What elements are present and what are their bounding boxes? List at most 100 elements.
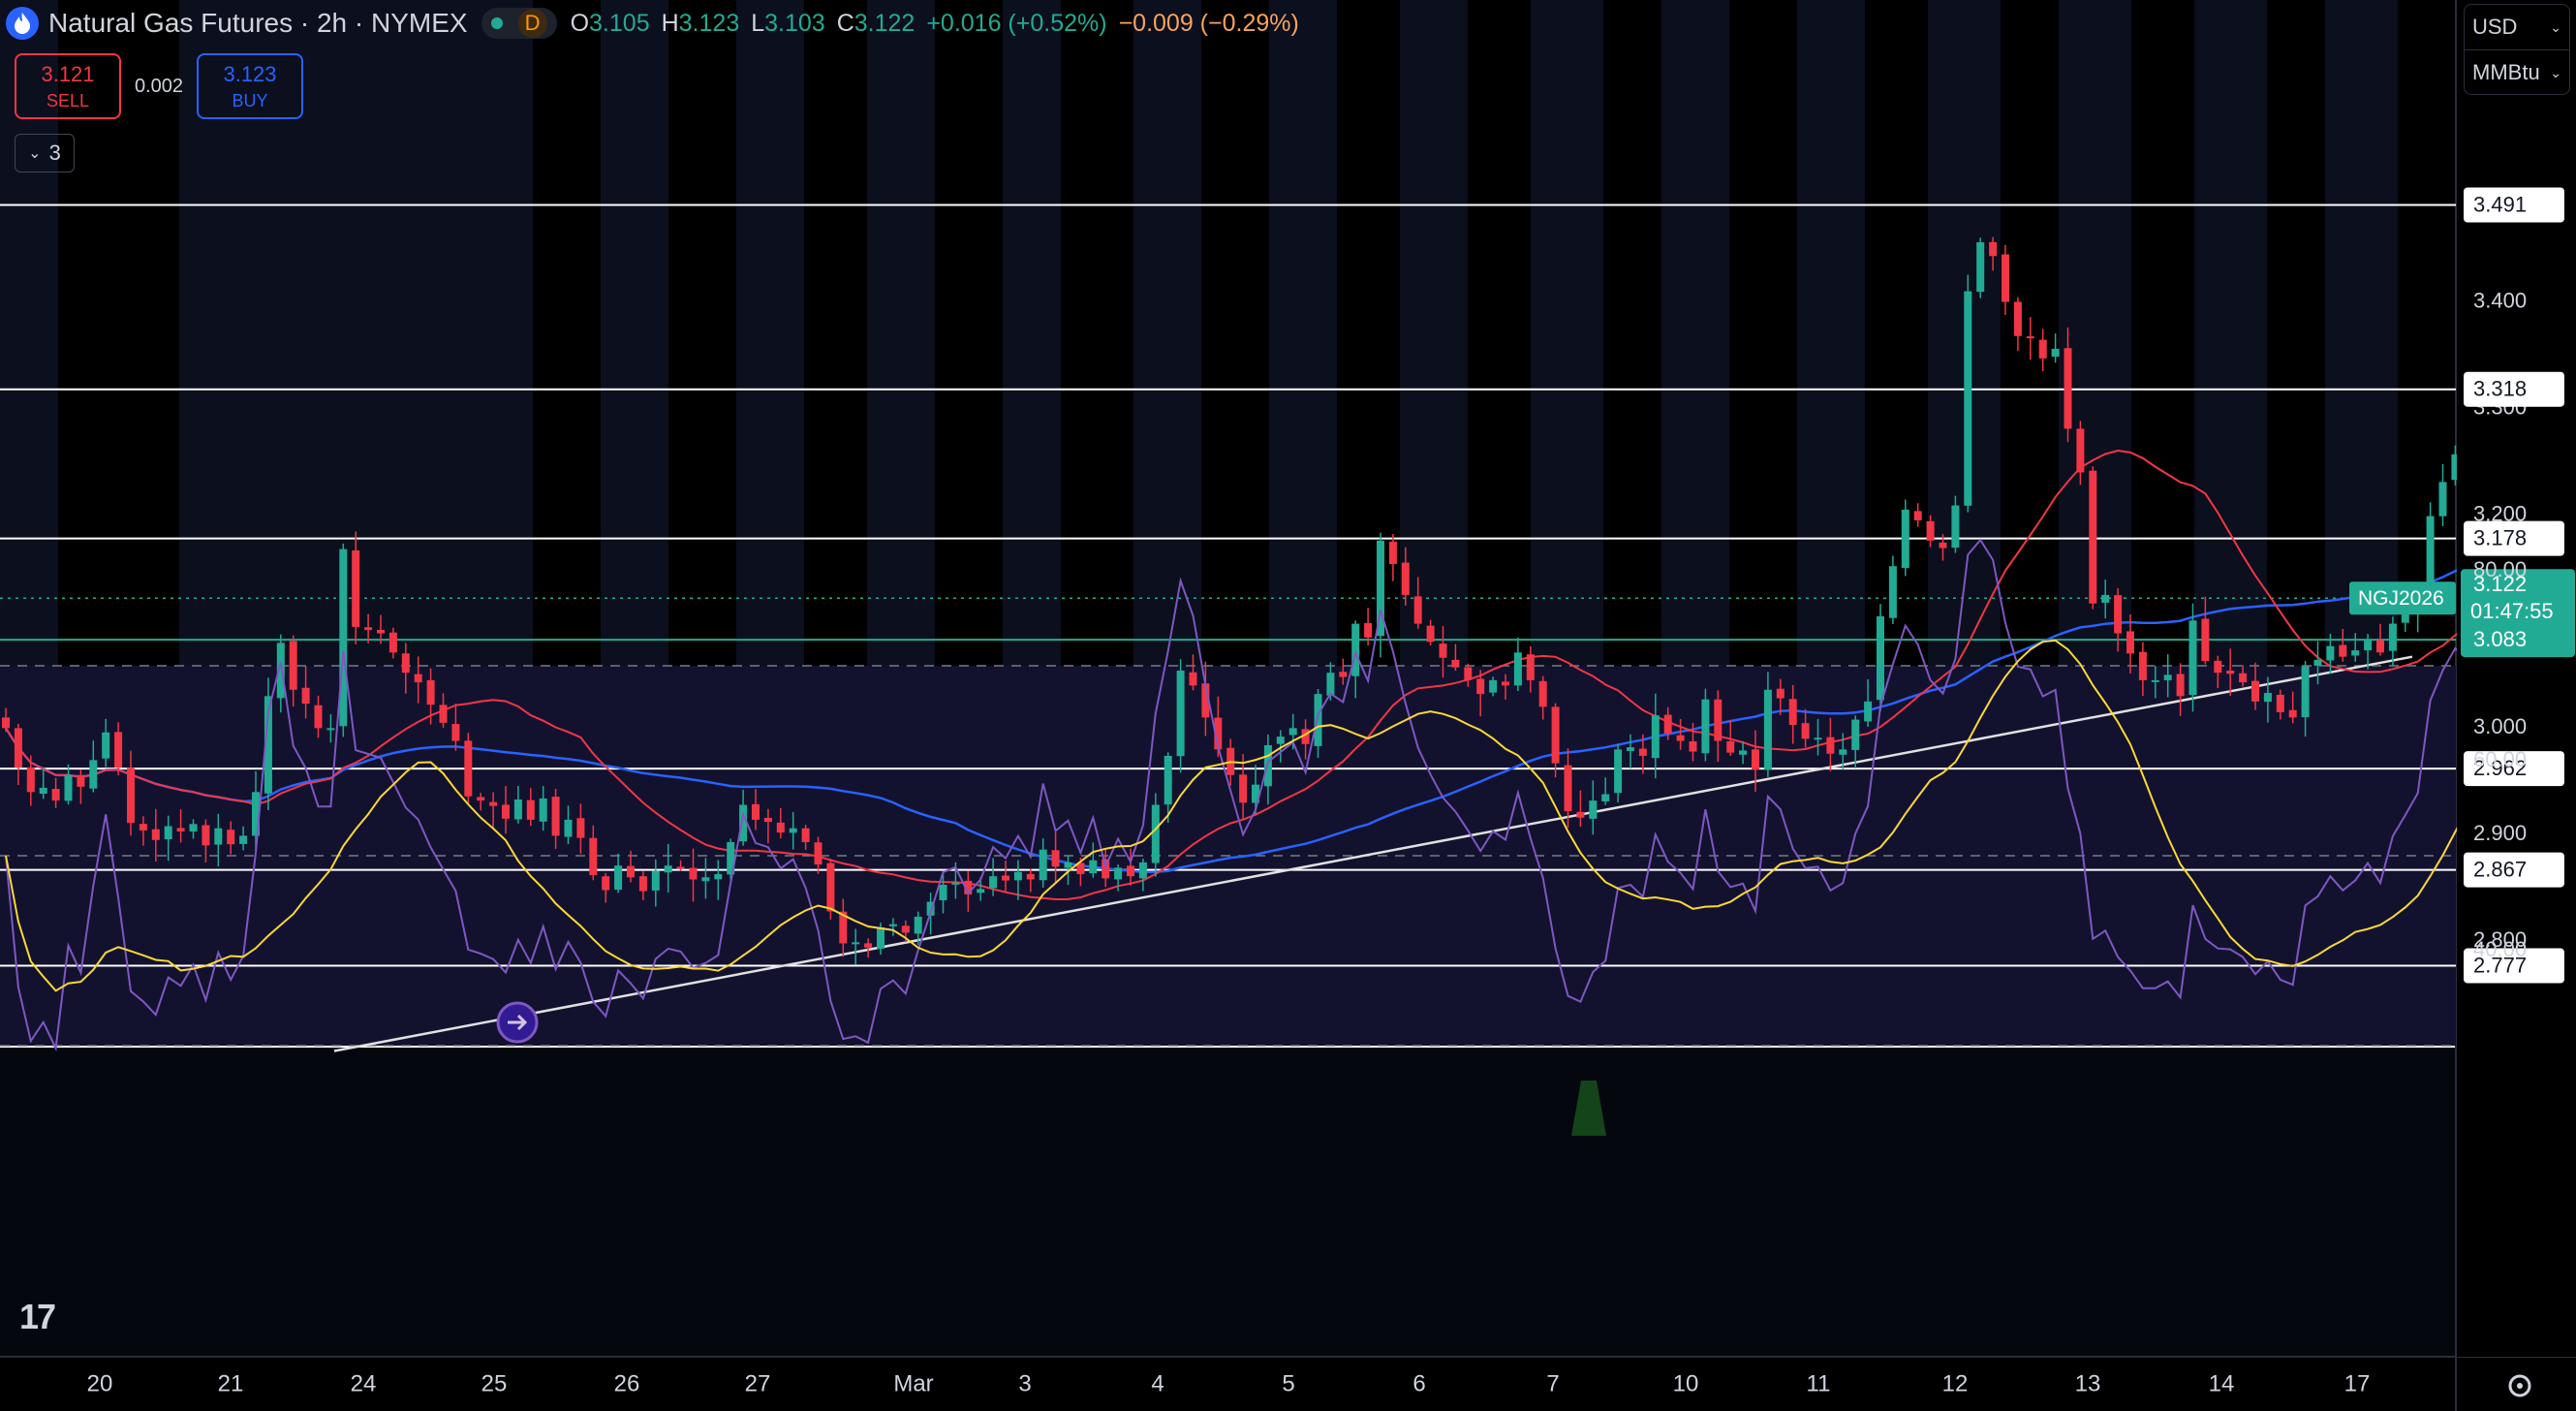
price-tick-label: 2.800 — [2473, 927, 2527, 952]
time-axis[interactable]: 20 21 24 25 26 27 Mar 3 4 5 6 7 10 11 12 13 14 17 — [87, 1370, 2531, 1397]
candle-body — [1401, 562, 1410, 595]
candle-body — [1538, 680, 1547, 707]
candle-body — [888, 924, 897, 926]
candle-body — [1752, 749, 1759, 770]
candle-body — [1526, 654, 1535, 680]
symbol-title[interactable]: Natural Gas Futures · 2h · NYMEX — [48, 8, 468, 38]
candle-body — [1638, 748, 1647, 756]
candle-body — [1326, 673, 1335, 696]
candle-body — [1888, 566, 1897, 618]
chevron-down-icon: ⌄ — [2550, 64, 2561, 80]
tradingview-logo[interactable]: 17 — [19, 1297, 56, 1336]
candle-body — [901, 925, 910, 933]
indicators-toggle-button[interactable]: ⌄ 3 — [15, 134, 75, 172]
time-tick-label: 27 — [745, 1370, 771, 1396]
buy-price: 3.123 — [223, 61, 277, 86]
candle-body — [1127, 865, 1134, 877]
candle-body — [964, 880, 973, 894]
candle-body — [489, 801, 498, 806]
candle-body — [2438, 482, 2447, 517]
candle-body — [1864, 701, 1873, 722]
candle-body — [151, 829, 160, 840]
candle-body — [2251, 680, 2259, 702]
rsi-background — [0, 1045, 2456, 1357]
candle-body — [2038, 339, 2047, 359]
level-label-box — [2464, 751, 2564, 787]
current-price-value: 3.122 — [2473, 572, 2527, 596]
candle-body — [1439, 643, 1447, 658]
candle-body — [1214, 717, 1223, 750]
candle-body — [2176, 674, 2185, 697]
candle-body — [89, 760, 98, 789]
candlesticks — [2, 236, 2572, 965]
candle-body — [1426, 625, 1435, 643]
price-tick-label: 2.900 — [2473, 821, 2527, 845]
candle-body — [752, 803, 760, 820]
candle-body — [801, 828, 810, 842]
candle-body — [26, 767, 35, 793]
currency-dropdown[interactable]: USD ⌄ — [2465, 5, 2569, 49]
arrow-right-icon — [508, 1014, 528, 1031]
price-tick-label: 3.400 — [2473, 288, 2527, 312]
chart-header: Natural Gas Futures · 2h · NYMEX D O3.10… — [6, 6, 1299, 41]
unit-value: MMBtu — [2472, 60, 2540, 84]
candle-body — [364, 627, 373, 631]
candle-body — [289, 641, 297, 690]
candle-body — [2376, 640, 2384, 653]
candle-body — [301, 687, 310, 705]
candle-body — [1989, 241, 1998, 257]
price-change: +0.016 (+0.52%) — [926, 9, 1107, 37]
candle-body — [689, 867, 698, 880]
candle-body — [1964, 291, 1972, 506]
candle-body — [2451, 454, 2460, 481]
time-tick-label: 25 — [481, 1370, 508, 1396]
candle-body — [651, 870, 660, 891]
price-axis[interactable]: 3.4003.3003.2003.0002.9002.8003.4913.318… — [2349, 0, 2576, 1357]
candle-body — [2126, 631, 2134, 654]
candle-body — [202, 825, 210, 846]
candle-body — [1176, 670, 1185, 757]
candle-body — [776, 822, 785, 833]
candle-body — [1714, 699, 1723, 741]
candle-body — [1114, 867, 1123, 880]
market-status-pill[interactable]: D — [481, 8, 557, 39]
sell-button[interactable]: 3.121 SELL — [15, 53, 121, 119]
candle-body — [1788, 699, 1797, 726]
candle-body — [1976, 241, 1985, 293]
candle-body — [614, 865, 623, 891]
candle-body — [414, 674, 422, 683]
candle-body — [1663, 714, 1672, 734]
candle-body — [727, 841, 735, 875]
candle-body — [2339, 644, 2347, 657]
trendline[interactable] — [333, 655, 2413, 1052]
candle-body — [2239, 673, 2248, 683]
candle-body — [252, 792, 260, 836]
candle-body — [1377, 540, 1384, 637]
candle-body — [914, 916, 922, 934]
time-tick-label: 20 — [87, 1370, 113, 1396]
settings-icon-center — [2517, 1383, 2523, 1389]
level-label-text: 2.777 — [2473, 953, 2527, 977]
candle-body — [1614, 749, 1623, 794]
unit-dropdown[interactable]: MMBtu ⌄ — [2465, 49, 2569, 95]
candle-body — [1801, 723, 1810, 739]
candle-body — [1839, 749, 1847, 755]
candle-body — [1851, 719, 1860, 750]
candle-body — [2388, 623, 2397, 651]
ohlc-high: H3.123 — [661, 9, 740, 37]
rsi-line — [5, 538, 2576, 1052]
candle-body — [477, 797, 485, 801]
candle-body — [539, 798, 547, 822]
level-label-text: 2.867 — [2473, 857, 2527, 881]
session-badge: D — [517, 9, 547, 38]
candle-body — [739, 804, 748, 842]
candle-body — [1026, 873, 1035, 880]
candle-body — [39, 787, 47, 795]
candle-body — [2426, 516, 2435, 596]
candle-body — [1351, 623, 1360, 676]
candle-body — [2276, 694, 2284, 712]
buy-button[interactable]: 3.123 BUY — [197, 53, 303, 119]
candle-body — [1064, 862, 1072, 868]
